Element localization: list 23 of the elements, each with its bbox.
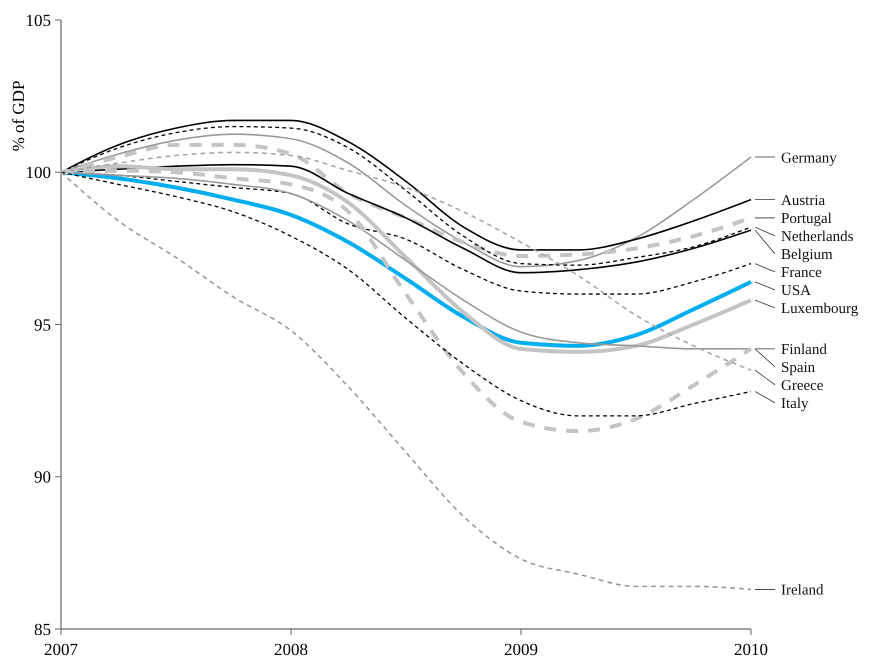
text: Italy (781, 396, 809, 412)
text: Belgium (781, 247, 833, 264)
text: France (781, 265, 822, 282)
text: Germany (781, 150, 838, 166)
text: Greece (781, 378, 824, 394)
x-tick-label: 2010 (734, 640, 768, 659)
y-tick-label: 90 (34, 468, 51, 487)
text: Finland (781, 342, 828, 358)
text: Netherlands (781, 229, 854, 246)
y-tick-label: 95 (34, 315, 51, 334)
y-tick-label: 105 (26, 10, 51, 30)
y-tick-label: 85 (34, 620, 51, 639)
text: Ireland (781, 582, 824, 599)
text: Spain (781, 360, 816, 376)
y-tick-label: 100 (26, 163, 51, 182)
x-tick-label: 2009 (504, 640, 538, 659)
text: USA (781, 283, 812, 300)
y-axis-title: % of GDP (9, 80, 28, 152)
text: Portugal (781, 211, 832, 228)
text: Austria (781, 192, 826, 209)
x-tick-label: 2008 (274, 640, 308, 659)
x-tick-label: 2007 (44, 640, 78, 659)
text: Luxembourg (781, 301, 859, 318)
